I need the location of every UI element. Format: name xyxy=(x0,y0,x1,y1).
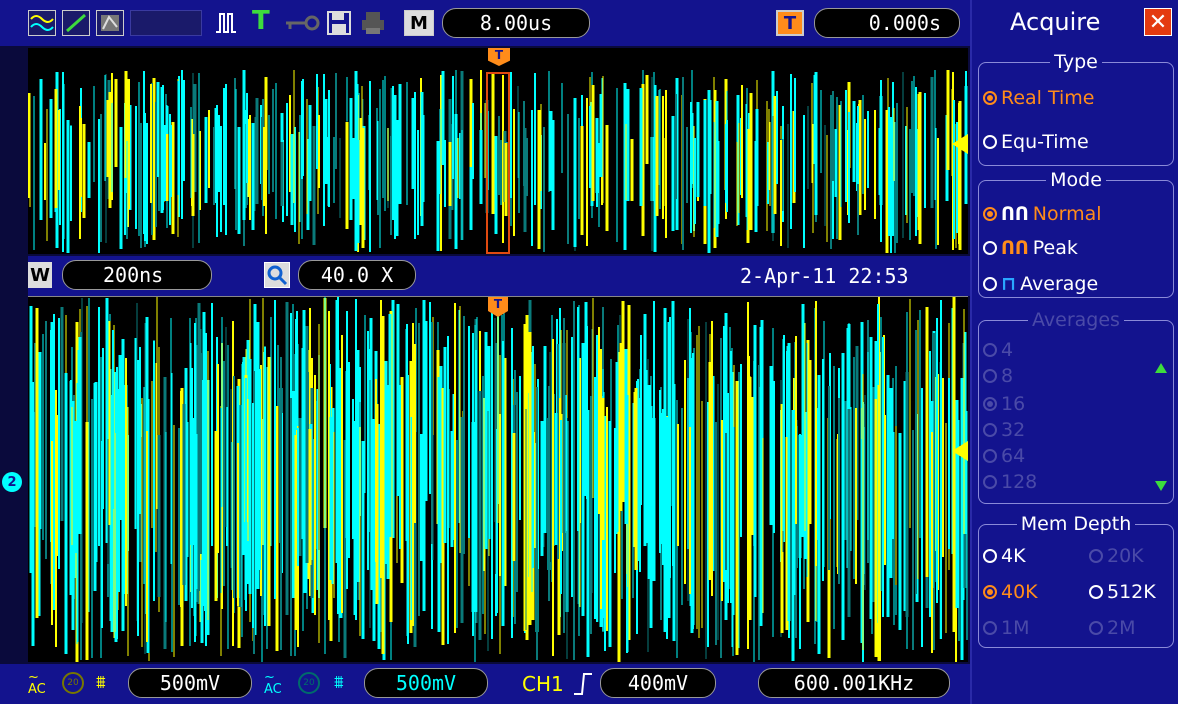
radio-off-icon xyxy=(983,369,997,383)
ch2-bw-limit-icon: 20 xyxy=(298,672,320,694)
overview-level-marker xyxy=(952,134,968,154)
ac-coupling-icon: ~ AC xyxy=(28,670,46,697)
mode-section-title: Mode xyxy=(1046,169,1106,191)
radio-off-icon xyxy=(983,241,997,255)
w-label: W xyxy=(28,262,52,288)
radio-off-icon xyxy=(983,277,997,291)
top-status-bar: T M 8.00us T 0.000s xyxy=(0,0,970,46)
panel-title-text: Acquire xyxy=(1010,8,1101,36)
trigger-t-icon: T xyxy=(252,6,270,36)
type-section: Type Real Time Equ-Time xyxy=(978,51,1174,166)
mode-option-peak[interactable]: ՈՈ Peak xyxy=(983,237,1078,259)
timebase-display[interactable]: 8.00us xyxy=(442,8,590,38)
type-option-equ-time[interactable]: Equ-Time xyxy=(983,131,1089,153)
m-label: M xyxy=(404,10,434,36)
radio-off-icon xyxy=(983,449,997,463)
trigger-pos-icon: T xyxy=(776,10,804,36)
radio-on-icon xyxy=(983,91,997,105)
averages-option-4[interactable]: 4 xyxy=(983,339,1013,361)
scroll-down-icon[interactable] xyxy=(1155,481,1167,491)
normal-mode-icon: ՈՈ xyxy=(1001,203,1029,225)
type-section-title: Type xyxy=(1050,51,1102,73)
mode-option-normal[interactable]: ՈՈ Normal xyxy=(983,203,1102,225)
save-icon[interactable] xyxy=(326,10,352,40)
mem-option-4k[interactable]: 4K xyxy=(983,545,1026,567)
radio-off-icon xyxy=(983,621,997,635)
normal-mode-icon xyxy=(214,10,242,40)
scroll-up-icon[interactable] xyxy=(1155,363,1167,373)
peak-mode-icon: ՈՈ xyxy=(1001,237,1029,259)
main-waveform: T xyxy=(28,296,968,662)
zoom-window-frame[interactable] xyxy=(486,72,510,254)
averages-option-128[interactable]: 128 xyxy=(983,471,1037,493)
zoom-factor-display[interactable]: 40.0 X xyxy=(298,260,416,290)
overview-trigger-marker: T xyxy=(488,48,510,66)
averages-section-title: Averages xyxy=(1028,309,1124,331)
wave-icon[interactable] xyxy=(28,10,56,36)
mem-option-20k[interactable]: 20K xyxy=(1089,545,1144,567)
ch2-scale-display[interactable]: 500mV xyxy=(364,668,488,698)
average-mode-icon: ⊓ xyxy=(1001,273,1017,295)
trigger-level-display[interactable]: 400mV xyxy=(600,668,716,698)
panel-title: Acquire ✕ xyxy=(972,0,1178,44)
averages-option-64[interactable]: 64 xyxy=(983,445,1025,467)
radio-off-icon xyxy=(983,549,997,563)
window-timebase-display[interactable]: 200ns xyxy=(62,260,212,290)
acquire-menu-panel: Acquire ✕ Type Real Time Equ-Time Mode Ո… xyxy=(970,0,1178,704)
ch1-scale-display[interactable]: 500mV xyxy=(128,668,252,698)
ch1-probe-icon: ⩩ xyxy=(96,672,106,693)
radio-off-icon xyxy=(1089,549,1103,563)
zoom-icon xyxy=(264,262,290,288)
trigger-position-display[interactable]: 0.000s xyxy=(814,8,960,38)
main-trigger-marker: T xyxy=(488,297,508,317)
mem-option-1m[interactable]: 1M xyxy=(983,617,1029,639)
radio-off-icon xyxy=(1089,621,1103,635)
mem-depth-section: Mem Depth 4K 20K 40K 512K 1M 2M xyxy=(978,513,1174,648)
blank-slot xyxy=(130,10,202,36)
averages-section: Averages 4 8 16 32 64 128 xyxy=(978,309,1174,504)
mode-option-average[interactable]: ⊓ Average xyxy=(983,273,1098,295)
radio-on-icon xyxy=(983,207,997,221)
radio-off-icon xyxy=(983,423,997,437)
mem-depth-section-title: Mem Depth xyxy=(1016,513,1136,535)
ch2-probe-icon: ⩩ xyxy=(334,672,344,693)
averages-option-32[interactable]: 32 xyxy=(983,419,1025,441)
averages-option-8[interactable]: 8 xyxy=(983,365,1013,387)
datetime-display: 2-Apr-11 22:53 xyxy=(740,264,909,288)
ch2-ac-coupling-icon: ~ AC xyxy=(264,670,282,697)
radio-off-icon xyxy=(983,135,997,149)
key-icon xyxy=(284,14,320,36)
window-status-bar: W 200ns 40.0 X 2-Apr-11 22:53 xyxy=(28,256,970,296)
mem-option-2m[interactable]: 2M xyxy=(1089,617,1135,639)
close-icon[interactable]: ✕ xyxy=(1144,8,1172,36)
overview-waveform: T xyxy=(28,48,968,254)
radio-on-icon xyxy=(983,585,997,599)
main-level-marker xyxy=(952,441,968,461)
type-option-real-time[interactable]: Real Time xyxy=(983,87,1095,109)
line-icon[interactable] xyxy=(62,10,90,36)
left-gutter: 2 xyxy=(0,46,28,664)
mode-section: Mode ՈՈ Normal ՈՈ Peak ⊓ Average xyxy=(978,169,1174,298)
radio-off-icon xyxy=(983,475,997,489)
fill-icon[interactable] xyxy=(96,10,124,36)
bw-limit-icon: 20 xyxy=(62,672,84,694)
ch-marker-icon: 2 xyxy=(2,472,22,492)
rising-edge-icon xyxy=(572,670,594,702)
averages-option-16[interactable]: 16 xyxy=(983,393,1025,415)
bottom-status-bar: ~ AC 20 ⩩ 500mV ~ AC 20 ⩩ 500mV CH1 400mV … xyxy=(0,664,970,704)
radio-off-icon xyxy=(983,343,997,357)
mem-option-40k[interactable]: 40K xyxy=(983,581,1038,603)
print-icon[interactable] xyxy=(360,10,386,40)
mem-option-512k[interactable]: 512K xyxy=(1089,581,1156,603)
frequency-display: 600.001KHz xyxy=(758,668,950,698)
trigger-source-label: CH1 xyxy=(522,672,564,696)
radio-off-icon xyxy=(1089,585,1103,599)
radio-on-icon xyxy=(983,397,997,411)
